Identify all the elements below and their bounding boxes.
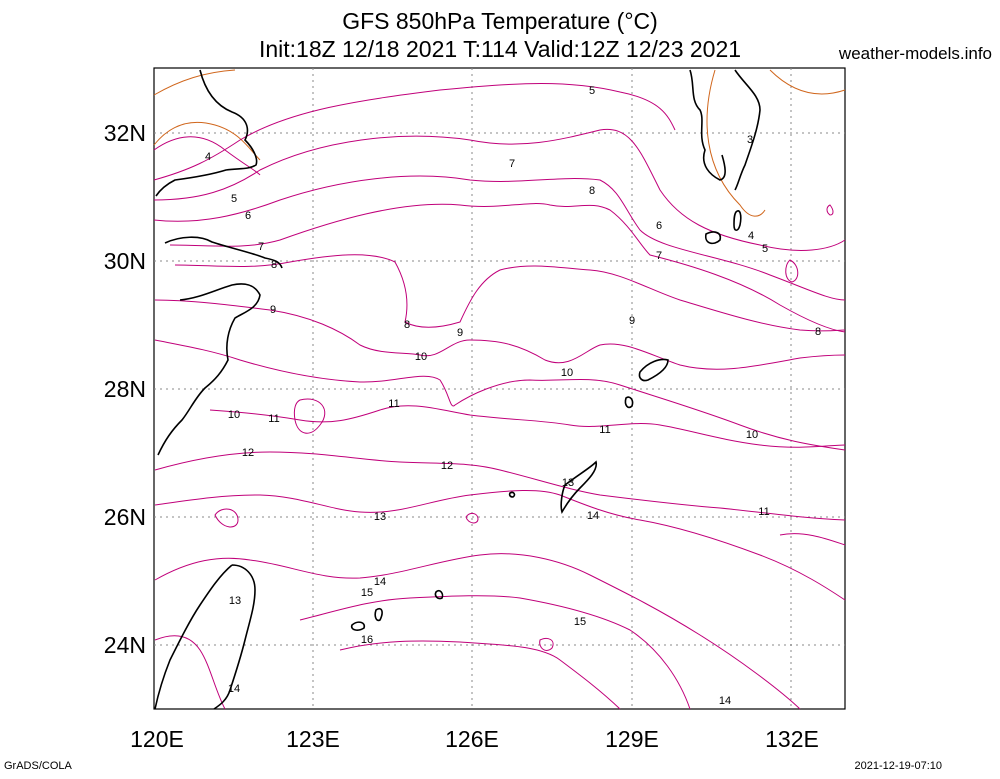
lon-tick-label: 132E — [765, 726, 819, 752]
contour-label: 13 — [374, 511, 386, 523]
map-title: GFS 850hPa Temperature (°C) — [342, 8, 658, 34]
contour-label: 8 — [589, 185, 595, 197]
contour-label: 14 — [587, 510, 599, 522]
site-credit: weather-models.info — [838, 44, 992, 63]
sakishima-islet — [434, 589, 444, 600]
contour-label: 7 — [509, 158, 515, 170]
contour-label: 9 — [629, 315, 635, 327]
contour-label: 5 — [589, 85, 595, 97]
contour-label: 15 — [574, 616, 586, 628]
contour-label: 4 — [205, 151, 211, 163]
contour-line — [153, 69, 236, 96]
contour-line — [169, 203, 846, 333]
contour-label: 6 — [656, 220, 662, 232]
contour-line — [299, 595, 691, 710]
contour-label: 8 — [404, 319, 410, 331]
contour-label: 10 — [228, 409, 240, 421]
contour-line — [826, 204, 834, 216]
contour-line — [214, 508, 239, 528]
contour-line — [154, 451, 846, 521]
contour-label: 11 — [599, 424, 610, 436]
contour-line — [154, 553, 801, 710]
contour-line — [153, 175, 846, 301]
grid-lines — [154, 68, 845, 709]
contour-label: 5 — [231, 193, 237, 205]
tanegashima-island — [733, 210, 742, 232]
miyako-island-east — [374, 607, 383, 622]
contour-line — [339, 640, 621, 710]
contour-label: 11 — [268, 413, 279, 425]
contour-line — [293, 398, 326, 434]
contour-line — [154, 299, 846, 370]
software-credit: GrADS/COLA — [4, 760, 72, 772]
contour-label: 11 — [758, 506, 769, 518]
contour-label: 13 — [562, 477, 574, 489]
contour-line — [539, 637, 554, 651]
coastlines — [154, 69, 761, 710]
contour-label: 7 — [258, 241, 264, 253]
contour-line — [174, 254, 846, 332]
taiwan-coast — [154, 564, 256, 710]
contour-label: 16 — [361, 634, 373, 646]
yakushima-island — [704, 231, 722, 245]
contour-label: 6 — [245, 210, 251, 222]
generation-timestamp: 2021-12-19-07:10 — [854, 760, 942, 772]
lat-tick-label: 30N — [104, 248, 146, 274]
contour-label: 10 — [746, 429, 758, 441]
contour-label: 12 — [242, 447, 254, 459]
contour-line — [154, 635, 226, 710]
contour-label: 14 — [719, 695, 731, 707]
contour-label: 14 — [374, 576, 386, 588]
contour-line — [154, 339, 846, 451]
lon-tick-label: 123E — [286, 726, 340, 752]
contour-label: 9 — [457, 327, 463, 339]
contour-label: 14 — [228, 683, 240, 695]
contour-line — [153, 83, 676, 181]
contour-line — [153, 128, 846, 251]
okinawa-island — [560, 460, 598, 515]
contour-label: 13 — [229, 595, 241, 607]
contour-line — [706, 69, 766, 217]
contour-line — [779, 533, 846, 546]
china-coast-north — [155, 69, 258, 197]
contour-line — [154, 490, 846, 601]
contour-label: 7 — [656, 250, 662, 262]
contour-label: 12 — [441, 460, 453, 472]
contour-label: 5 — [762, 243, 768, 255]
china-coast-south — [157, 283, 261, 456]
contour-label: 8 — [815, 326, 821, 338]
contour-label: 8 — [271, 259, 277, 271]
contour-label: 9 — [270, 304, 276, 316]
contour-line — [785, 259, 799, 283]
lat-tick-label: 28N — [104, 376, 146, 402]
tokunoshima-island — [624, 396, 634, 409]
contour-label: 15 — [361, 587, 373, 599]
kyushu-coast — [689, 69, 761, 191]
china-coast-hangzhou — [164, 236, 283, 269]
contour-labels: 3 4 4 5 5 5 6 6 7 7 7 8 8 8 8 9 9 9 10 1… — [205, 85, 821, 707]
contour-label: 3 — [747, 134, 753, 146]
kume-islet — [508, 491, 516, 498]
contour-line — [153, 121, 261, 161]
contour-line — [465, 512, 479, 524]
lon-tick-label: 120E — [130, 726, 184, 752]
amami-island — [638, 358, 669, 382]
contour-label: 10 — [561, 367, 573, 379]
contour-label: 10 — [415, 351, 427, 363]
temperature-contours — [153, 83, 846, 710]
lat-tick-label: 26N — [104, 504, 146, 530]
lat-tick-label: 32N — [104, 120, 146, 146]
contour-line — [769, 69, 846, 95]
lon-tick-label: 126E — [445, 726, 499, 752]
lon-tick-label: 129E — [605, 726, 659, 752]
contour-label: 11 — [388, 398, 399, 410]
lat-tick-label: 24N — [104, 632, 146, 658]
contour-line — [209, 405, 846, 448]
miyako-island — [350, 621, 366, 631]
warm-contours — [153, 69, 846, 217]
map-subtitle: Init:18Z 12/18 2021 T:114 Valid:12Z 12/2… — [258, 36, 742, 62]
contour-label: 4 — [748, 230, 754, 242]
